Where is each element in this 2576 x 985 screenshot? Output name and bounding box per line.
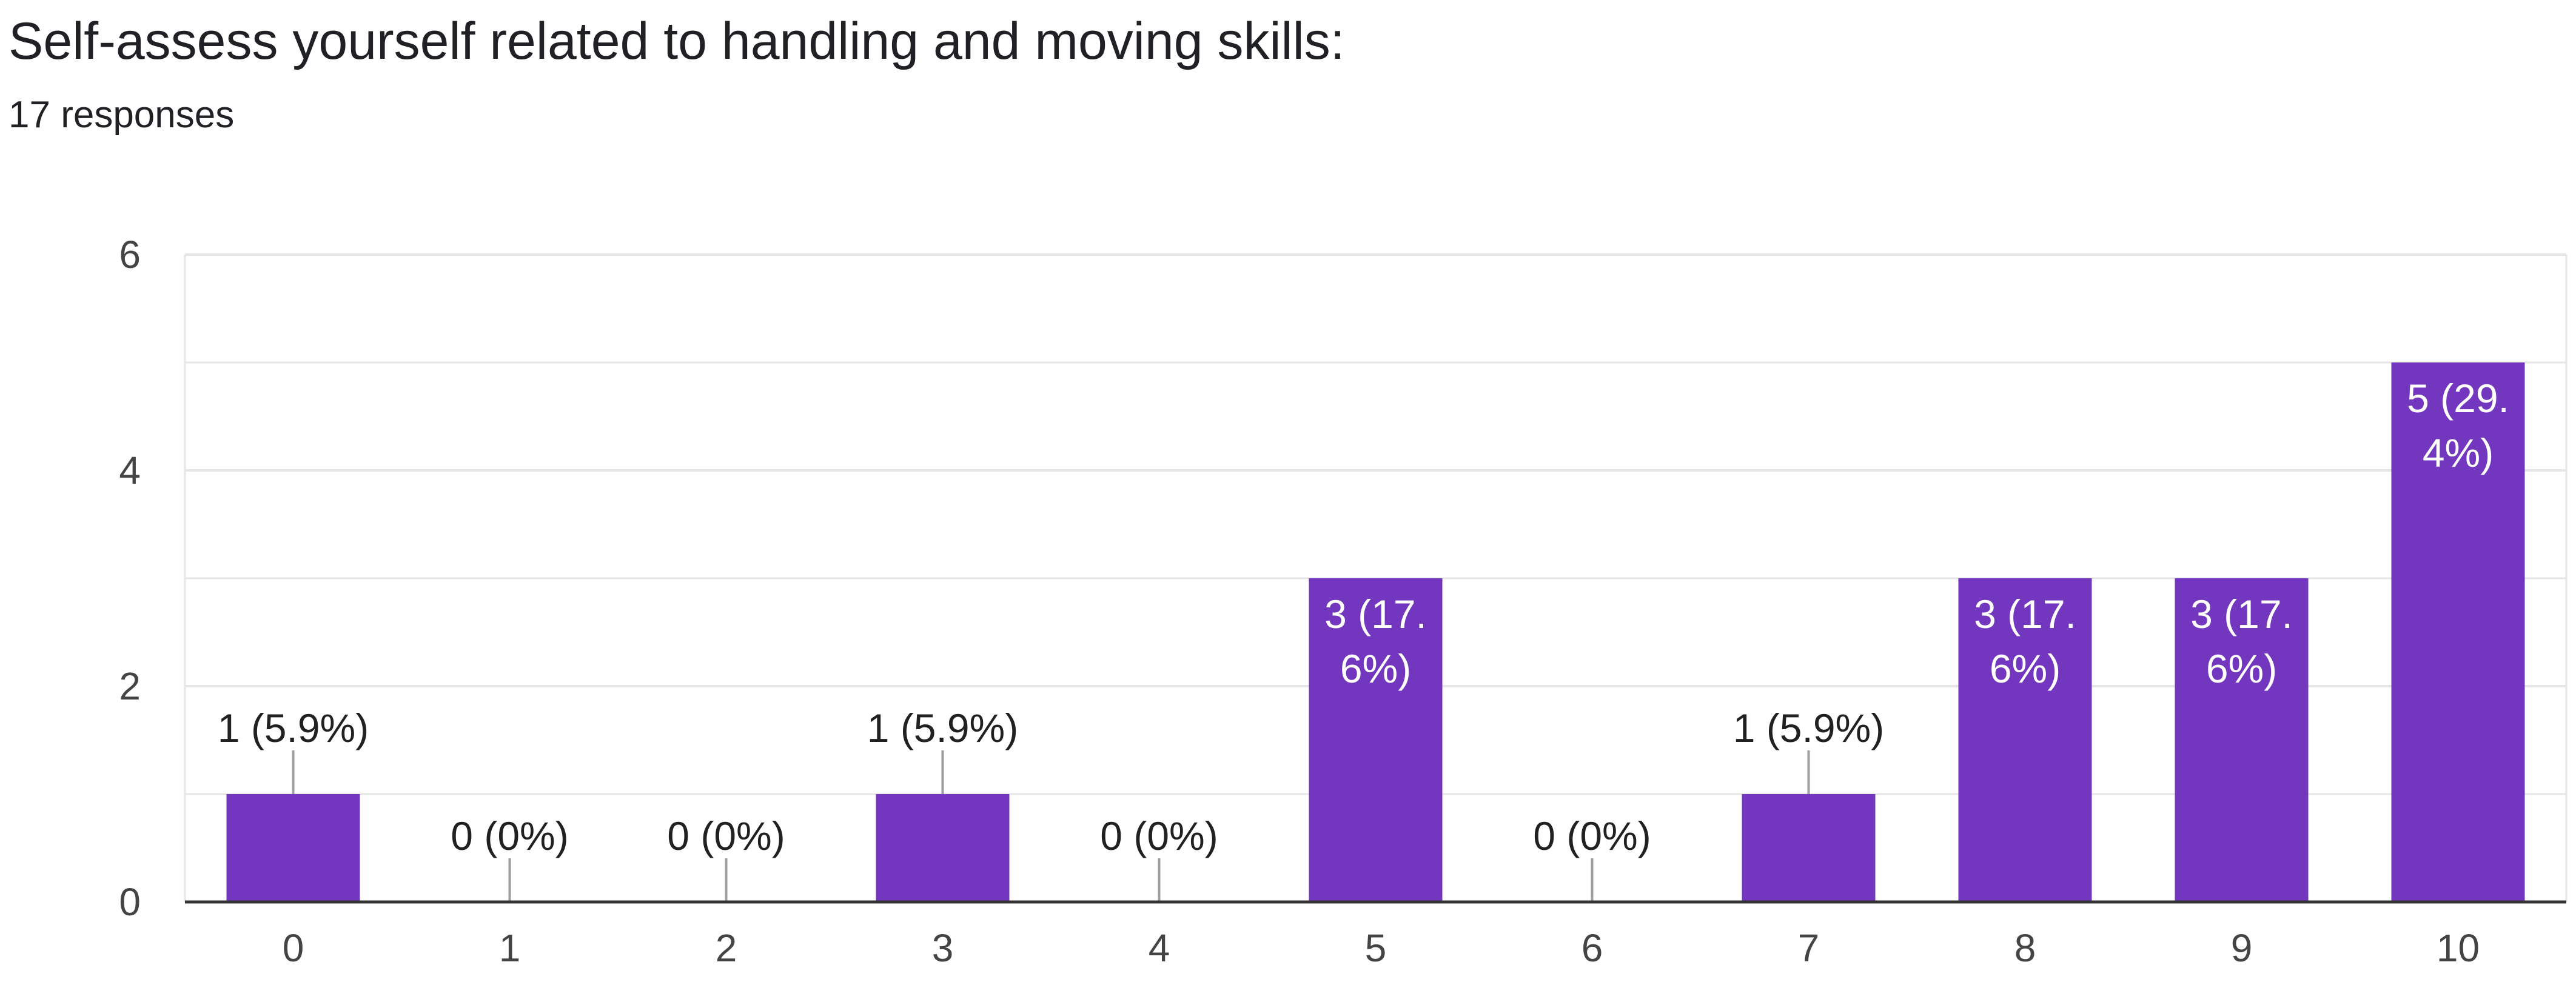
chart-title: Self-assess yourself related to handling… (8, 12, 1345, 70)
x-tick-label: 9 (2231, 926, 2253, 970)
bar (1742, 794, 1876, 902)
response-count: 17 responses (8, 94, 235, 136)
x-tick-label: 4 (1149, 926, 1170, 970)
y-tick-label: 0 (119, 880, 141, 924)
x-tick-label: 0 (283, 926, 304, 970)
data-label: 0 (0%) (667, 813, 785, 858)
data-label: 0 (0%) (1533, 813, 1651, 858)
x-tick-label: 5 (1365, 926, 1387, 970)
y-tick-label: 4 (119, 449, 141, 492)
x-tick-label: 10 (2437, 926, 2480, 970)
data-label: 1 (5.9%) (867, 706, 1018, 750)
y-tick-label: 2 (119, 664, 141, 708)
x-tick-label: 2 (716, 926, 737, 970)
bar (876, 794, 1010, 902)
data-label: 5 (29. 4%) (2407, 376, 2509, 475)
x-tick-label: 1 (499, 926, 521, 970)
data-label: 3 (17. 6%) (2190, 592, 2293, 691)
data-label: 0 (0%) (451, 813, 568, 858)
bars (226, 362, 2525, 902)
x-tick-label: 3 (932, 926, 954, 970)
bar (1309, 578, 1443, 902)
data-label: 1 (5.9%) (218, 706, 369, 750)
data-label: 0 (0%) (1100, 813, 1218, 858)
bar (2175, 578, 2309, 902)
data-label: 3 (17. 6%) (1974, 592, 2076, 691)
bar (226, 794, 360, 902)
x-tick-label: 8 (2014, 926, 2036, 970)
bar (2391, 362, 2525, 902)
data-label: 3 (17. 6%) (1324, 592, 1427, 691)
x-tick-label: 7 (1798, 926, 1820, 970)
x-tick-label: 6 (1581, 926, 1603, 970)
y-axis-ticks: 0 2 4 6 (119, 233, 141, 924)
x-axis-ticks: 0 1 2 3 4 5 6 7 8 9 10 (283, 926, 2480, 970)
bar (1958, 578, 2092, 902)
data-labels: 1 (5.9%) 0 (0%) 0 (0%) 1 (5.9%) 0 (0%) 3 (17.… (218, 376, 2509, 902)
data-label: 1 (5.9%) (1733, 706, 1884, 750)
y-tick-label: 6 (119, 233, 141, 276)
